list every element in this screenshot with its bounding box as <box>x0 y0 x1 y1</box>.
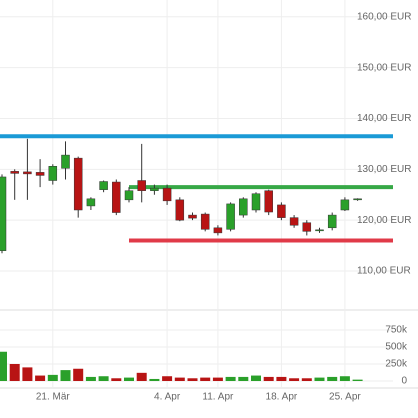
volume-bar <box>98 376 109 381</box>
volume-bar <box>73 368 84 381</box>
candle-body <box>150 187 159 191</box>
volume-bar <box>60 370 71 381</box>
volume-bar <box>238 376 249 381</box>
candle-body <box>188 214 197 219</box>
candle-body <box>264 190 273 213</box>
volume-bar <box>327 376 338 381</box>
volume-bar <box>22 367 33 381</box>
volume-bar <box>276 376 287 381</box>
volume-bar <box>136 372 147 381</box>
volume-bar <box>47 374 58 381</box>
volume-bar <box>251 375 261 381</box>
candle-body <box>61 154 70 169</box>
candle-body <box>327 214 337 229</box>
volume-bar <box>225 376 236 381</box>
y-tick-label: 150,00 EUR <box>357 62 411 73</box>
candle-body <box>175 199 185 221</box>
candle-body <box>226 203 235 230</box>
candle-body <box>73 157 83 211</box>
volume-bar <box>85 376 96 381</box>
candle-body <box>289 217 299 226</box>
candle-body <box>277 204 286 218</box>
y-tick-label: 140,00 EUR <box>357 113 411 124</box>
candle-body <box>0 176 7 251</box>
candle-body <box>10 171 19 174</box>
candle-body <box>23 171 32 175</box>
x-tick-label: 18. Apr <box>266 392 298 403</box>
candle-body <box>302 222 312 232</box>
volume-bar <box>35 375 46 381</box>
y-tick-label: 130,00 EUR <box>357 164 411 175</box>
volume-bar <box>339 376 350 381</box>
volume-bar <box>124 377 134 381</box>
candle-body <box>340 199 350 211</box>
volume-bar <box>149 378 160 381</box>
candle-body <box>86 198 96 207</box>
volume-tick-label: 750k <box>385 325 408 336</box>
volume-bar <box>111 378 122 381</box>
candle-body <box>251 193 261 211</box>
x-tick-label: 11. Apr <box>202 392 234 403</box>
y-tick-label: 120,00 EUR <box>357 215 411 226</box>
volume-tick-label: 500k <box>385 342 408 353</box>
volume-bar <box>187 378 198 381</box>
y-tick-label: 110,00 EUR <box>357 266 411 277</box>
volume-bar <box>301 378 312 381</box>
candle-body <box>200 213 210 230</box>
volume-bar <box>289 378 300 381</box>
volume-bar <box>162 376 173 381</box>
candle-body <box>35 172 45 176</box>
candle-body <box>99 181 108 190</box>
candle-body <box>48 166 58 181</box>
candle-body <box>213 227 223 234</box>
volume-bar <box>263 376 274 381</box>
volume-bar <box>212 377 223 381</box>
volume-bar <box>174 377 185 381</box>
candle-body <box>315 229 324 232</box>
y-tick-label: 160,00 EUR <box>357 11 411 22</box>
volume-bar <box>0 351 7 381</box>
candle-body <box>137 180 146 191</box>
volume-bar <box>200 377 211 381</box>
x-tick-label: 4. Apr <box>154 392 181 403</box>
candle-body <box>124 190 134 201</box>
volume-tick-label: 0 <box>401 376 407 387</box>
x-tick-label: 21. Mär <box>36 392 71 403</box>
candle-body <box>353 198 362 201</box>
volume-bar <box>352 379 363 381</box>
x-tick-label: 25. Apr <box>329 392 361 403</box>
volume-bar <box>314 377 325 381</box>
volume-bar <box>9 363 20 381</box>
volume-tick-label: 250k <box>385 359 408 370</box>
candle-body <box>112 181 121 213</box>
candle-body <box>239 198 248 216</box>
candle-body <box>162 187 172 202</box>
